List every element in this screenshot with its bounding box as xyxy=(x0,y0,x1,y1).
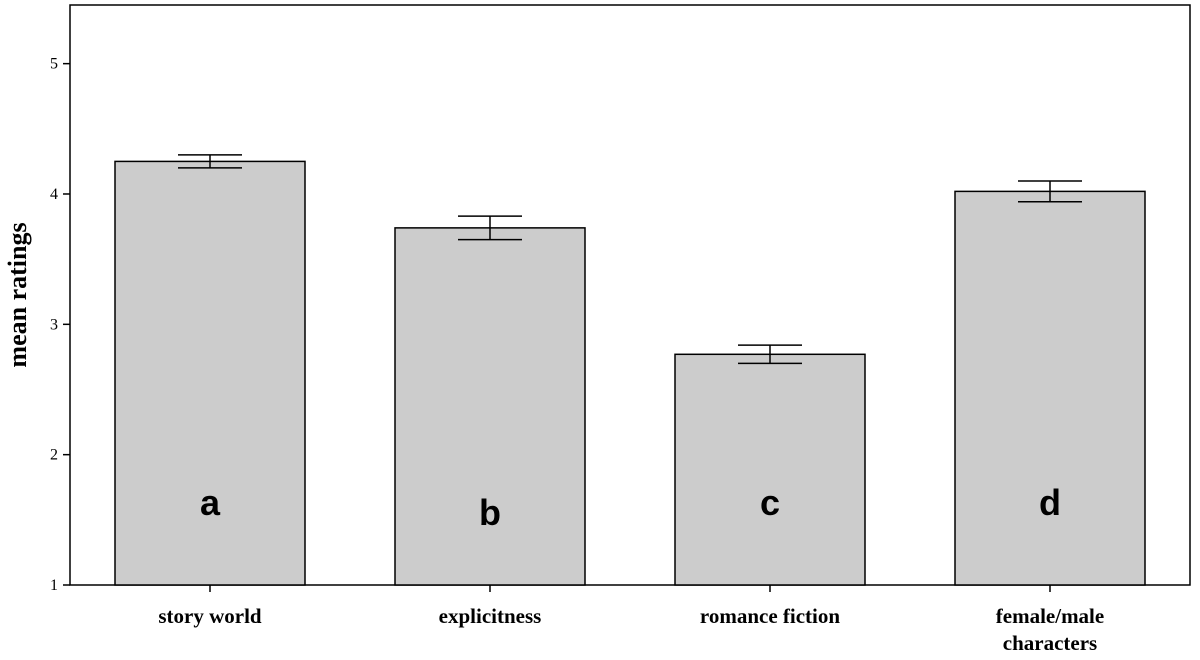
y-tick-label: 2 xyxy=(50,447,58,464)
bar xyxy=(394,227,586,586)
bar-letter-label: b xyxy=(479,492,501,533)
error-bar xyxy=(1018,180,1082,203)
y-tick-label: 4 xyxy=(50,186,58,203)
y-axis-title: mean ratings xyxy=(3,222,32,367)
y-axis: 1 2 3 4 5 xyxy=(50,56,70,594)
bar-letter-label: c xyxy=(760,482,780,523)
bars: a b c d xyxy=(114,154,1146,586)
bar-letter-label: d xyxy=(1039,482,1061,523)
y-tick-label: 5 xyxy=(50,56,58,73)
error-bar xyxy=(178,154,242,169)
y-tick-label: 1 xyxy=(50,577,58,594)
error-bar xyxy=(738,344,802,365)
x-category-label: female/male xyxy=(996,604,1104,628)
x-category-label: romance fiction xyxy=(700,604,840,628)
error-bar xyxy=(458,215,522,241)
bar xyxy=(954,190,1146,586)
x-category-label: explicitness xyxy=(439,604,542,628)
x-category-label: story world xyxy=(158,604,262,628)
bar-letter-label: a xyxy=(200,482,221,523)
bar xyxy=(114,160,306,586)
x-category-label: characters xyxy=(1003,631,1097,655)
x-axis: story world explicitness romance fiction fe… xyxy=(158,585,1104,655)
y-tick-label: 3 xyxy=(50,316,58,333)
bar xyxy=(674,353,866,586)
